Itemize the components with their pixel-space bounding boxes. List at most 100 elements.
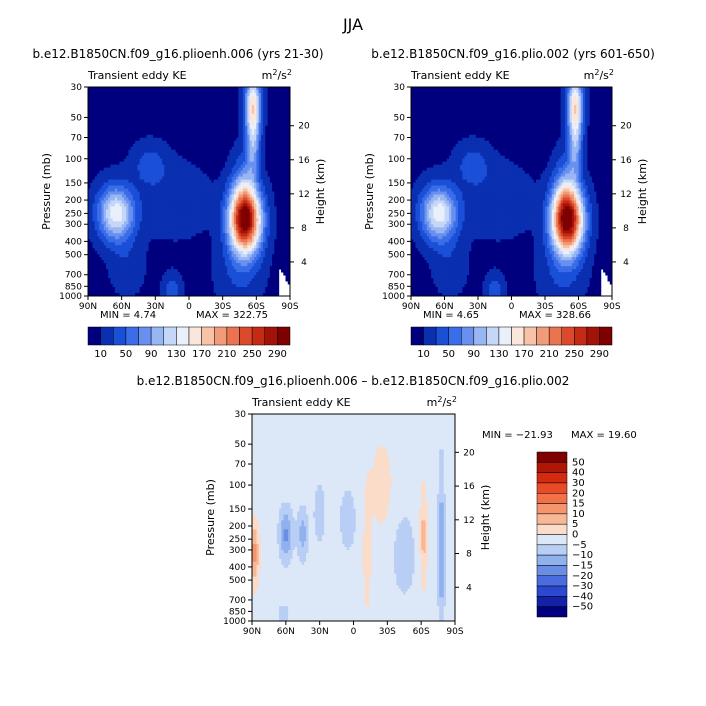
field-cell — [272, 101, 275, 106]
field-cell — [215, 155, 219, 160]
field-cell — [197, 134, 201, 139]
field-cell — [108, 110, 111, 115]
field-cell — [164, 113, 167, 118]
field-cell — [191, 206, 194, 210]
field-cell — [94, 137, 98, 142]
field-cell — [233, 143, 237, 148]
field-cell — [227, 98, 230, 103]
field-cell — [126, 125, 129, 130]
field-cell — [276, 248, 280, 252]
field-cell — [236, 182, 239, 186]
field-cell — [150, 152, 154, 157]
field-cell — [256, 143, 259, 148]
field-cell — [260, 155, 264, 160]
field-cell — [200, 95, 203, 100]
field-cell — [90, 89, 93, 94]
field-cell — [287, 140, 291, 145]
field-cell — [175, 212, 179, 216]
field-cell — [119, 89, 123, 94]
field-cell — [175, 107, 179, 112]
field-cell — [153, 116, 156, 121]
field-cell — [94, 203, 98, 207]
field-cell — [175, 197, 179, 201]
field-cell — [162, 149, 165, 154]
field-cell — [272, 233, 275, 237]
field-cell — [245, 173, 248, 177]
field-cell — [105, 140, 109, 145]
field-cell — [267, 140, 271, 145]
field-cell — [90, 185, 93, 189]
field-cell — [202, 137, 206, 142]
field-cell — [94, 131, 98, 136]
field-cell — [204, 173, 208, 177]
field-cell — [144, 197, 147, 201]
field-cell — [258, 110, 262, 115]
field-cell — [265, 140, 268, 145]
field-cell — [99, 110, 102, 115]
field-cell — [281, 146, 284, 151]
field-cell — [247, 125, 250, 130]
field-cell — [123, 242, 127, 246]
field-cell — [215, 212, 219, 216]
field-cell — [287, 125, 291, 130]
field-cell — [215, 146, 219, 151]
field-cell — [247, 134, 250, 139]
field-cell — [191, 128, 194, 133]
field-cell — [231, 101, 235, 106]
field-cell — [272, 185, 275, 189]
field-cell — [200, 176, 203, 180]
field-cell — [242, 104, 246, 109]
field-cell — [267, 143, 271, 148]
field-cell — [114, 173, 118, 177]
field-cell — [171, 218, 174, 222]
field-cell — [240, 203, 244, 207]
field-cell — [159, 89, 163, 94]
field-cell — [191, 179, 194, 183]
field-cell — [110, 245, 114, 249]
field-cell — [139, 122, 143, 127]
field-cell — [159, 245, 163, 249]
field-cell — [281, 128, 284, 133]
field-cell — [213, 128, 217, 133]
field-cell — [141, 98, 145, 103]
field-cell — [218, 137, 221, 142]
field-cell — [231, 164, 235, 169]
field-cell — [117, 122, 120, 127]
field-cell — [258, 87, 262, 91]
field-cell — [229, 149, 233, 154]
field-cell — [254, 146, 257, 151]
field-cell — [272, 155, 275, 160]
field-cell — [94, 245, 98, 249]
field-cell — [267, 128, 271, 133]
field-cell — [195, 173, 199, 177]
field-cell — [130, 224, 134, 228]
field-cell — [267, 101, 271, 106]
field-cell — [281, 155, 284, 160]
field-cell — [139, 218, 143, 222]
field-cell — [150, 224, 154, 228]
field-cell — [126, 119, 129, 124]
field-cell — [231, 122, 235, 127]
field-cell — [197, 131, 201, 136]
field-cell — [220, 122, 224, 127]
field-cell — [245, 191, 248, 195]
field-cell — [260, 242, 264, 246]
field-cell — [281, 188, 284, 192]
field-cell — [128, 140, 132, 145]
field-cell — [96, 87, 100, 91]
field-cell — [285, 197, 289, 201]
field-cell — [251, 101, 255, 106]
field-cell — [191, 146, 194, 151]
field-cell — [265, 158, 268, 163]
field-cell — [164, 176, 167, 180]
field-cell — [175, 137, 179, 142]
field-cell — [220, 236, 224, 240]
field-cell — [90, 119, 93, 124]
field-cell — [222, 143, 226, 148]
field-cell — [180, 200, 183, 204]
field-cell — [258, 92, 262, 97]
field-cell — [90, 176, 93, 180]
field-cell — [126, 110, 129, 115]
field-cell — [256, 218, 259, 222]
field-cell — [224, 215, 228, 219]
